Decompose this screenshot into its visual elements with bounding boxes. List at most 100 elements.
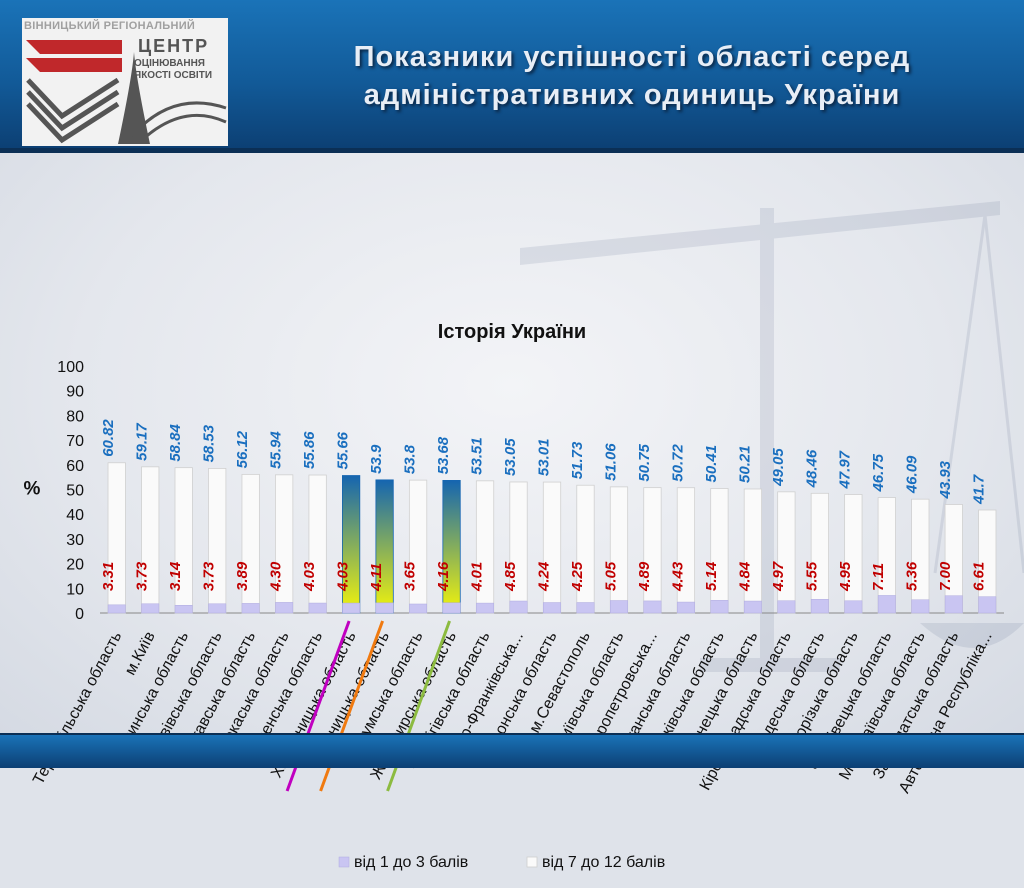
- data-label-high: 53.01: [535, 439, 552, 477]
- data-label-high: 41.7: [971, 474, 988, 505]
- data-label-high: 58.84: [167, 423, 184, 461]
- y-tick-label: 90: [66, 384, 84, 401]
- bar-high: [911, 498, 930, 614]
- logo-text-line1: ВІННИЦЬКИЙ РЕГІОНАЛЬНИЙ: [24, 20, 196, 32]
- data-label-high: 55.66: [335, 431, 352, 469]
- bar-high: [408, 479, 428, 614]
- bar-low: [509, 600, 528, 614]
- y-tick-label: 0: [75, 606, 84, 623]
- bar-high: [241, 473, 260, 614]
- bar-low: [174, 604, 193, 614]
- data-label-low: 7.00: [937, 561, 954, 591]
- bar-low: [409, 603, 428, 614]
- legend-label-low: від 1 до 3 балів: [354, 854, 468, 871]
- page-title-line1: Показники успішності області серед: [353, 41, 911, 73]
- y-tick-label: 30: [66, 532, 84, 549]
- data-label-high: 50.41: [703, 445, 720, 483]
- footer-divider: [0, 733, 1024, 736]
- legend-label-high: від 7 до 12 балів: [542, 854, 665, 871]
- data-label-low: 4.84: [736, 561, 753, 592]
- bar-high: [609, 486, 629, 614]
- data-label-high: 55.94: [268, 431, 285, 469]
- bar-low: [107, 604, 126, 614]
- bar-high: [743, 488, 762, 614]
- scales-watermark-icon: [520, 201, 1024, 672]
- page-title-line2: адміністративних одиниць України: [363, 79, 901, 111]
- data-label-high: 47.97: [837, 450, 854, 489]
- data-label-low: 4.30: [268, 561, 285, 592]
- data-label-low: 5.36: [904, 561, 921, 591]
- data-label-low: 7.11: [870, 563, 887, 591]
- data-label-low: 4.03: [301, 561, 318, 592]
- logo-text-line2: ЦЕНТР: [138, 36, 210, 56]
- bar-low: [275, 602, 294, 614]
- header-divider: [0, 148, 1024, 153]
- data-label-low: 4.97: [770, 561, 787, 592]
- legend-swatch-low: [338, 856, 350, 868]
- y-tick-label: 50: [66, 483, 84, 500]
- data-label-high: 59.17: [134, 423, 151, 461]
- bar-low: [342, 602, 361, 614]
- data-label-low: 4.85: [502, 561, 519, 592]
- data-label-low: 3.73: [201, 561, 218, 591]
- bar-low: [208, 603, 227, 614]
- bar-high: [308, 474, 327, 614]
- y-tick-label: 40: [66, 507, 84, 524]
- data-label-high: 53.05: [502, 438, 519, 476]
- bar-high: [643, 487, 662, 614]
- data-label-low: 4.03: [335, 561, 352, 592]
- data-label-low: 3.31: [100, 562, 117, 591]
- data-label-high: 46.09: [904, 455, 921, 494]
- bar-low: [877, 595, 896, 614]
- data-label-high: 46.75: [870, 453, 887, 492]
- data-label-high: 50.21: [736, 445, 753, 483]
- data-label-low: 6.61: [971, 562, 988, 591]
- bar-high: [442, 480, 461, 614]
- bar-low: [844, 600, 863, 614]
- data-label-low: 4.25: [569, 561, 586, 592]
- legend-swatch-high: [526, 856, 538, 868]
- data-label-high: 50.75: [636, 443, 653, 481]
- bar-low: [710, 600, 729, 614]
- data-label-high: 53.68: [435, 436, 452, 474]
- data-label-low: 4.01: [468, 562, 485, 592]
- chart-title: Історія України: [438, 321, 586, 343]
- bar-low: [543, 602, 561, 614]
- bar-high: [576, 484, 595, 614]
- y-tick-label: 10: [66, 581, 84, 598]
- y-tick-label: 20: [66, 557, 84, 574]
- bar-chart: Історія України% 0 10 20 30 40 50 60 70 80 90 100 60…: [24, 321, 1004, 871]
- logo: ВІННИЦЬКИЙ РЕГІОНАЛЬНИЙ ЦЕНТР ОЦІНЮВАННЯ…: [22, 18, 228, 146]
- x-tick-label: м.Київ: [122, 629, 159, 678]
- bar-high: [777, 491, 796, 614]
- bar-high: [509, 481, 528, 614]
- bar-low: [308, 602, 327, 614]
- data-label-high: 56.12: [234, 430, 251, 468]
- data-label-low: 4.16: [435, 561, 452, 592]
- bar-high: [844, 494, 863, 614]
- logo-text-line3: ОЦІНЮВАННЯ: [134, 58, 205, 69]
- bar-high: [275, 474, 294, 614]
- data-label-high: 53.51: [468, 437, 485, 475]
- bar-low: [944, 595, 963, 614]
- y-tick-label: 60: [66, 458, 84, 475]
- bar-low: [777, 600, 796, 614]
- y-tick-label: 70: [66, 433, 84, 450]
- logo-emblem-icon: [26, 40, 227, 144]
- data-label-low: 5.05: [602, 561, 619, 591]
- data-label-low: 4.11: [368, 563, 385, 592]
- data-label-high: 58.53: [201, 424, 218, 462]
- slide-content: Історія України% 0 10 20 30 40 50 60 70 80 90 100 60…: [0, 153, 1024, 871]
- data-label-high: 49.05: [770, 448, 787, 487]
- bar-high: [375, 479, 394, 614]
- bar-low: [241, 603, 260, 614]
- bar-low: [375, 602, 394, 614]
- bar-low: [911, 599, 930, 614]
- data-label-high: 53.9: [368, 444, 385, 474]
- bar-high: [475, 480, 495, 614]
- y-tick-label: 80: [66, 408, 84, 425]
- data-label-high: 50.72: [669, 444, 686, 482]
- bar-high: [342, 475, 361, 614]
- data-label-low: 3.65: [401, 561, 418, 591]
- bar-low: [810, 599, 829, 614]
